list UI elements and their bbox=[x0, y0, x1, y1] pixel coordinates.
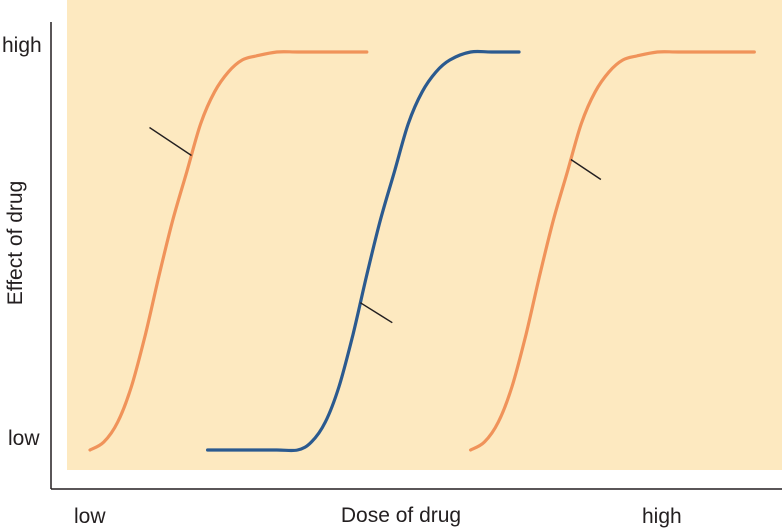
x-axis-label: Dose of drug bbox=[341, 504, 461, 527]
curve-series-2 bbox=[206, 49, 521, 453]
plot-background bbox=[67, 0, 782, 470]
series-layer bbox=[88, 49, 756, 453]
curve-pointer-1 bbox=[149, 126, 192, 157]
curve-pointer-2 bbox=[359, 302, 393, 324]
pointer-layer bbox=[149, 126, 602, 324]
x-tick-label-low: low bbox=[74, 505, 106, 528]
curve-pointer-3 bbox=[570, 158, 602, 181]
curve-series-3 bbox=[469, 50, 756, 452]
curve-series-1 bbox=[88, 50, 369, 452]
y-tick-label-low: low bbox=[8, 427, 40, 450]
x-tick-label-high: high bbox=[642, 505, 682, 528]
y-axis-label: Effect of drug bbox=[4, 181, 27, 306]
y-tick-label-high: high bbox=[2, 34, 42, 57]
